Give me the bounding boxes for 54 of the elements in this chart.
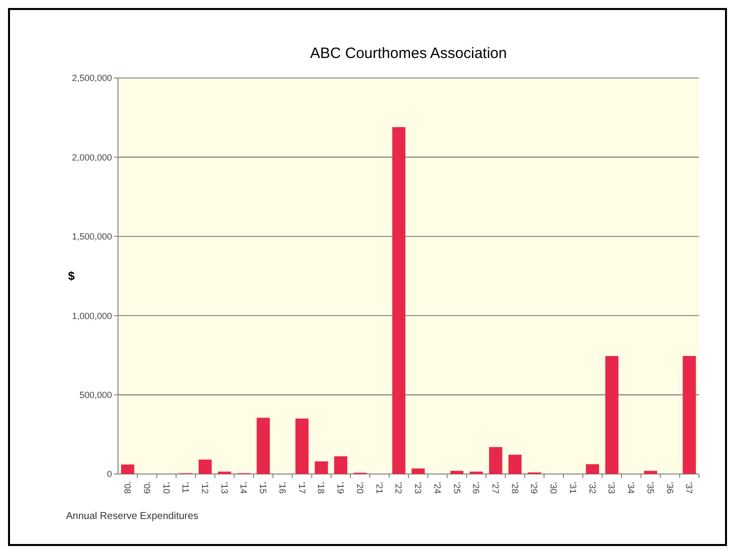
x-tick-label: '37 bbox=[684, 482, 694, 494]
bar bbox=[644, 470, 658, 474]
x-tick-label: '28 bbox=[510, 482, 520, 494]
x-tick-label: '17 bbox=[296, 482, 307, 494]
text: Annual Reserve Expenditures bbox=[66, 511, 198, 522]
x-tick-label: '09 bbox=[142, 482, 152, 494]
bar bbox=[605, 356, 618, 474]
x-tick-label: '32 bbox=[587, 482, 598, 494]
bar bbox=[314, 461, 328, 474]
bar bbox=[586, 464, 600, 474]
x-tick-label: '14 bbox=[238, 482, 249, 494]
x-tick-label: '24 bbox=[432, 482, 442, 494]
bar bbox=[682, 356, 696, 474]
bar bbox=[392, 127, 406, 474]
x-tick-label: '29 bbox=[529, 482, 540, 494]
x-tick-label: '25 bbox=[452, 482, 462, 494]
x-tick-label: '23 bbox=[413, 482, 424, 494]
x-tick-label: '27 bbox=[490, 482, 500, 494]
y-axis-title: $ bbox=[68, 269, 75, 284]
y-tick-label: 2,500,000 bbox=[72, 73, 112, 84]
y-tick-label: 1,500,000 bbox=[72, 232, 112, 242]
x-tick-label: '19 bbox=[336, 482, 346, 494]
y-tick-label: 2,000,000 bbox=[72, 152, 112, 162]
x-tick-label: '31 bbox=[568, 482, 578, 494]
y-tick-label: 0 bbox=[106, 469, 112, 480]
x-tick-label: '36 bbox=[664, 482, 675, 494]
bar bbox=[295, 418, 309, 474]
x-tick-label: '20 bbox=[354, 482, 365, 494]
x-tick-label: '16 bbox=[277, 482, 288, 494]
x-tick-label: '11 bbox=[180, 482, 191, 494]
x-tick-label: '34 bbox=[626, 482, 636, 494]
x-tick-label: '18 bbox=[316, 482, 326, 494]
x-tick-label: '08 bbox=[122, 482, 133, 494]
chart-title: ABC Courthomes Association bbox=[310, 45, 507, 62]
x-tick-label: '22 bbox=[394, 482, 404, 494]
bar bbox=[256, 418, 270, 474]
x-tick-label: '33 bbox=[606, 482, 617, 494]
y-tick-label: 500,000 bbox=[79, 390, 112, 400]
bar bbox=[450, 470, 464, 474]
x-tick-label: '35 bbox=[645, 482, 656, 494]
x-tick-label: '21 bbox=[374, 482, 384, 494]
x-tick-label: '10 bbox=[161, 482, 172, 494]
x-tick-label: '13 bbox=[219, 482, 230, 494]
bar bbox=[198, 460, 212, 474]
bar bbox=[489, 447, 502, 474]
bar bbox=[508, 454, 522, 474]
x-tick-label: '12 bbox=[200, 482, 210, 494]
x-tick-label: '26 bbox=[471, 482, 482, 494]
x-tick-label: '15 bbox=[258, 482, 268, 494]
bar bbox=[412, 468, 425, 474]
x-tick-label: '30 bbox=[548, 482, 559, 494]
y-tick-label: 1,000,000 bbox=[72, 310, 112, 321]
bar bbox=[334, 456, 348, 474]
bar bbox=[121, 464, 134, 474]
